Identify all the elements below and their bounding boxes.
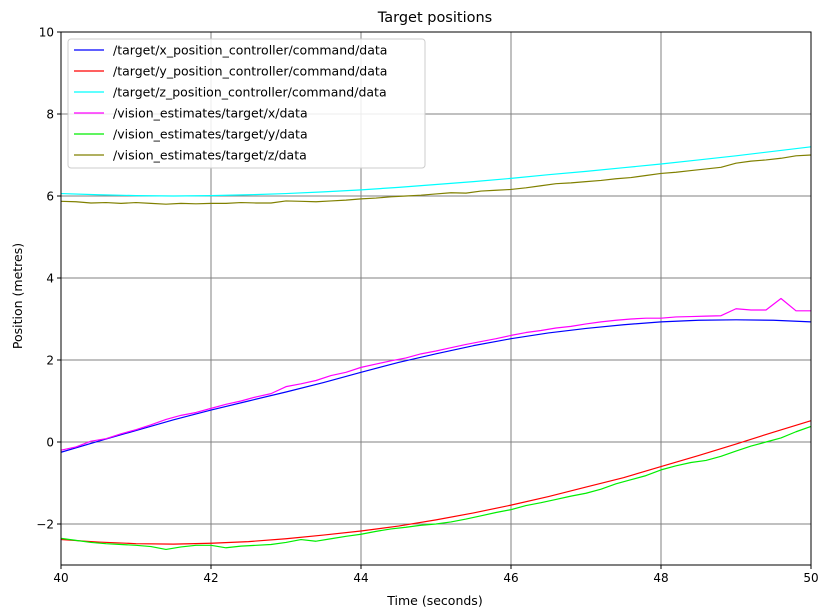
series-line-5 [60,425,812,551]
series-line-6 [60,154,812,205]
legend-label: /target/z_position_controller/command/da… [113,85,387,100]
y-tick-label: −2 [36,518,54,532]
y-tick-label: 10 [39,26,54,40]
legend-label: /target/y_position_controller/command/da… [113,64,387,79]
x-tick-label: 50 [803,571,818,585]
x-tick-label: 42 [203,571,218,585]
legend-label: /vision_estimates/target/z/data [113,148,307,163]
legend-label: /target/x_position_controller/command/da… [113,43,387,58]
x-tick-label: 40 [53,571,68,585]
y-tick-label: 8 [46,108,54,122]
series-line-3 [60,146,812,197]
legend-label: /vision_estimates/target/x/data [113,106,308,121]
y-tick-label: 4 [46,272,54,286]
chart-title: Target positions [377,10,492,26]
plot-frame [60,31,812,566]
x-axis-label: Time (seconds) [386,593,482,608]
legend: /target/x_position_controller/command/da… [67,38,426,169]
series-line-4 [60,297,811,451]
series-line-2 [60,420,812,545]
y-axis-label: Position (metres) [10,243,25,349]
series-line-1 [60,319,812,453]
y-tick-label: 6 [46,190,54,204]
legend-box [67,38,426,169]
x-tick-label: 48 [653,571,668,585]
x-tick-label: 46 [503,571,518,585]
series-layer [60,146,812,551]
x-tick-label: 44 [353,571,368,585]
y-tick-label: 0 [46,436,54,450]
legend-label: /vision_estimates/target/y/data [113,127,308,142]
y-tick-label: 2 [46,354,54,368]
